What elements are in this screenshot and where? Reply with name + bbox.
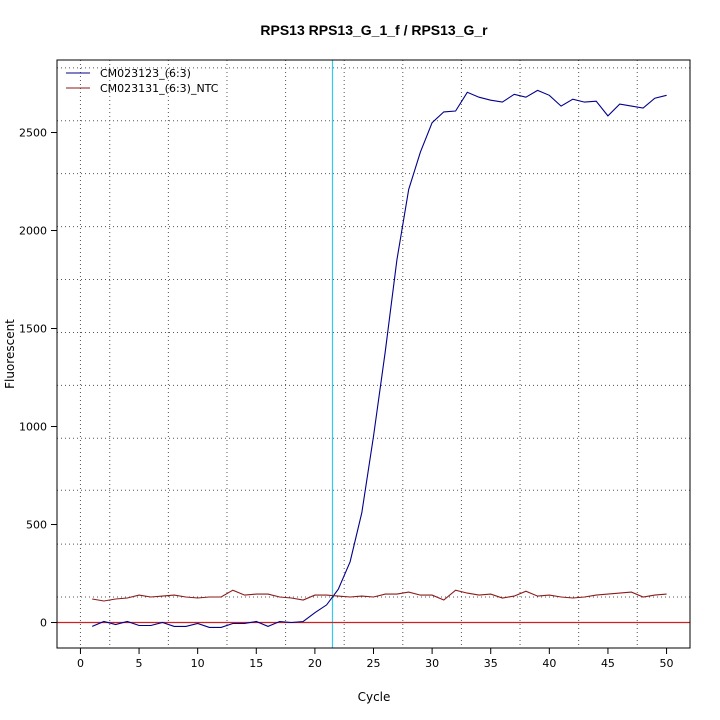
x-tick-label: 40 xyxy=(542,657,556,670)
x-tick-label: 0 xyxy=(77,657,84,670)
y-tick-label: 2500 xyxy=(19,127,47,140)
x-axis: 0 5 10 15 20 25 30 35 40 45 50 xyxy=(77,648,674,670)
series-lines xyxy=(91,89,667,628)
x-tick-label: 35 xyxy=(484,657,498,670)
x-tick-label: 15 xyxy=(249,657,263,670)
y-tick-label: 1500 xyxy=(19,323,47,336)
y-axis-label: Fluorescent xyxy=(3,319,17,389)
legend-label: CM023131_(6:3)_NTC xyxy=(100,82,219,95)
x-tick-label: 50 xyxy=(660,657,674,670)
y-axis: 0 500 1000 1500 2000 2500 xyxy=(19,127,57,630)
y-tick-label: 500 xyxy=(26,519,47,532)
legend: CM023123_(6:3) CM023131_(6:3)_NTC xyxy=(66,67,219,95)
x-tick-label: 30 xyxy=(425,657,439,670)
x-tick-label: 25 xyxy=(367,657,381,670)
series-line-2 xyxy=(92,589,667,602)
chart-title: RPS13 RPS13_G_1_f / RPS13_G_r xyxy=(260,22,488,38)
x-tick-label: 45 xyxy=(601,657,615,670)
x-tick-label: 5 xyxy=(136,657,143,670)
y-tick-label: 0 xyxy=(40,617,47,630)
series-line-1 xyxy=(91,89,667,628)
x-tick-label: 10 xyxy=(191,657,205,670)
y-tick-label: 1000 xyxy=(19,421,47,434)
y-tick-label: 2000 xyxy=(19,225,47,238)
legend-label: CM023123_(6:3) xyxy=(100,67,191,80)
x-tick-label: 20 xyxy=(308,657,322,670)
x-axis-label: Cycle xyxy=(358,690,391,704)
